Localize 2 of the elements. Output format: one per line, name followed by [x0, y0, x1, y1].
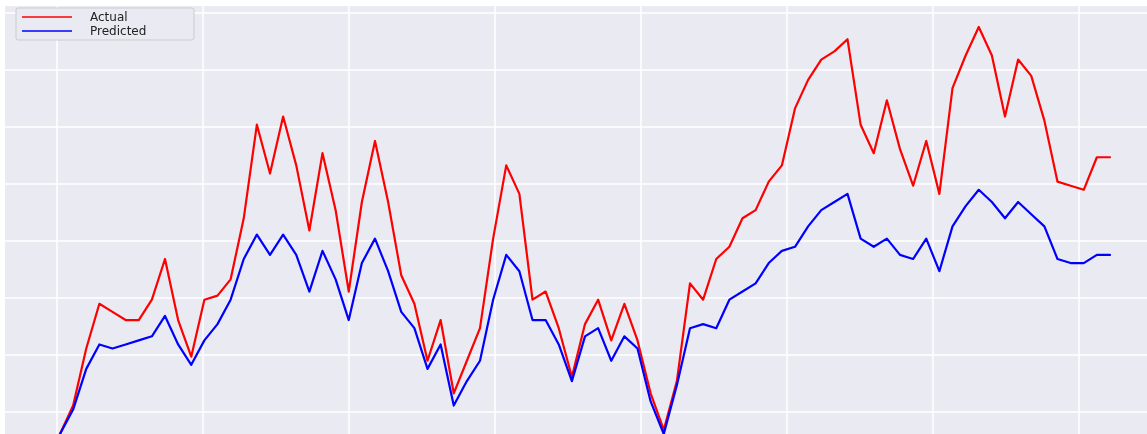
legend-label: Predicted — [90, 24, 147, 38]
legend-label: Actual — [90, 10, 128, 24]
